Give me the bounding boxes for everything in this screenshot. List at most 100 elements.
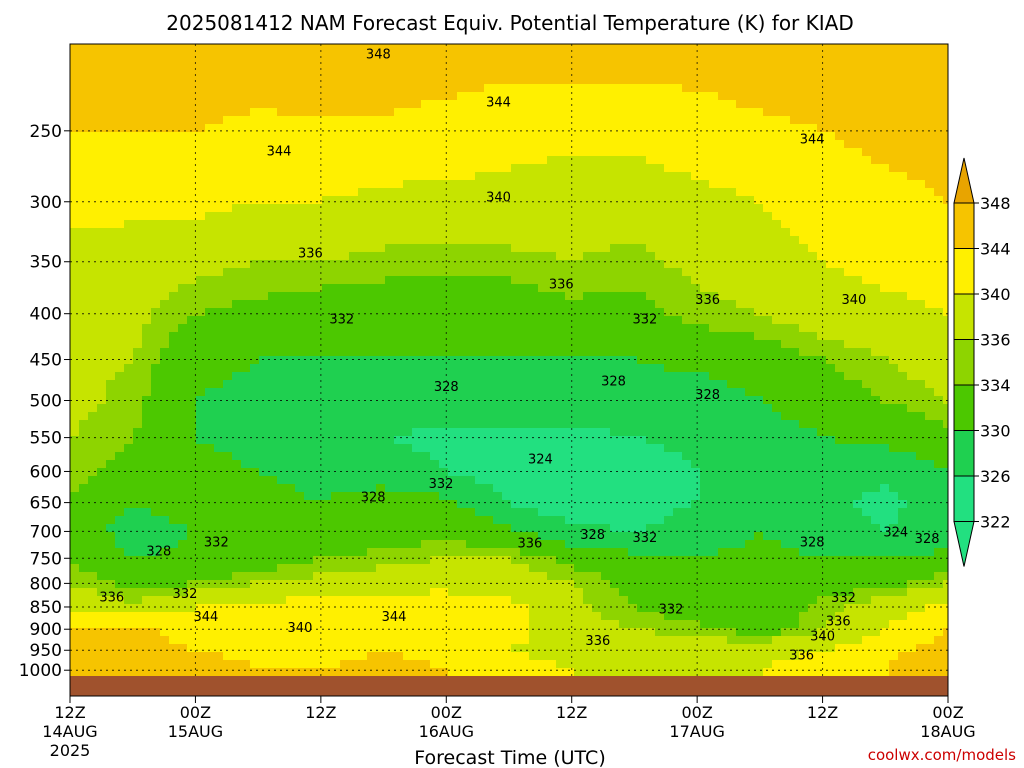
heat-cell: [259, 76, 269, 85]
heat-cell: [592, 124, 602, 133]
heat-cell: [430, 92, 440, 101]
heat-cell: [196, 132, 206, 141]
heat-cell: [457, 308, 467, 317]
heat-cell: [511, 388, 521, 397]
heat-cell: [394, 44, 404, 53]
heat-cell: [196, 260, 206, 269]
heat-cell: [754, 276, 764, 285]
heat-cell: [160, 100, 170, 109]
heat-cell: [268, 108, 278, 117]
heat-cell: [457, 364, 467, 373]
heat-cell: [358, 164, 368, 173]
heat-cell: [142, 124, 152, 133]
heat-cell: [655, 132, 665, 141]
heat-cell: [646, 68, 656, 77]
heat-cell: [259, 388, 269, 397]
heat-cell: [430, 444, 440, 453]
heat-cell: [421, 124, 431, 133]
heat-cell: [268, 364, 278, 373]
heat-cell: [430, 348, 440, 357]
heat-cell: [781, 52, 791, 61]
heat-cell: [448, 420, 458, 429]
heat-cell: [259, 132, 269, 141]
heat-cell: [844, 172, 854, 181]
heat-cell: [196, 116, 206, 125]
heat-cell: [799, 156, 809, 165]
heat-cell: [376, 156, 386, 165]
heat-cell: [763, 444, 773, 453]
heat-cell: [772, 140, 782, 149]
heat-cell: [241, 372, 251, 381]
heat-cell: [403, 356, 413, 365]
heat-cell: [295, 260, 305, 269]
heat-cell: [844, 380, 854, 389]
heat-cell: [664, 372, 674, 381]
heat-cell: [313, 444, 323, 453]
heat-cell: [493, 348, 503, 357]
heat-cell: [124, 44, 134, 53]
heat-cell: [889, 124, 899, 133]
heat-cell: [214, 220, 224, 229]
heat-cell: [133, 244, 143, 253]
heat-cell: [286, 108, 296, 117]
heat-cell: [736, 396, 746, 405]
heat-cell: [889, 172, 899, 181]
heat-cell: [700, 332, 710, 341]
heat-cell: [439, 52, 449, 61]
heat-cell: [718, 228, 728, 237]
heat-cell: [871, 380, 881, 389]
heat-cell: [844, 140, 854, 149]
heat-cell: [205, 148, 215, 157]
heat-cell: [142, 68, 152, 77]
heat-cell: [916, 276, 926, 285]
heat-cell: [268, 220, 278, 229]
heat-cell: [835, 292, 845, 301]
heat-cell: [187, 60, 197, 69]
heat-cell: [286, 372, 296, 381]
heat-cell: [646, 108, 656, 117]
heat-cell: [691, 348, 701, 357]
heat-cell: [583, 316, 593, 325]
heat-cell: [439, 148, 449, 157]
heat-cell: [151, 212, 161, 221]
heat-cell: [403, 308, 413, 317]
heat-cell: [754, 188, 764, 197]
heat-cell: [322, 140, 332, 149]
heat-cell: [268, 148, 278, 157]
heat-cell: [232, 420, 242, 429]
heat-cell: [673, 76, 683, 85]
heat-cell: [421, 332, 431, 341]
heat-cell: [556, 356, 566, 365]
heat-cell: [457, 172, 467, 181]
heat-cell: [583, 188, 593, 197]
heat-cell: [709, 292, 719, 301]
heat-cell: [70, 332, 80, 341]
heat-cell: [223, 44, 233, 53]
heat-cell: [763, 244, 773, 253]
heat-cell: [520, 196, 530, 205]
heat-cell: [412, 340, 422, 349]
heat-cell: [646, 268, 656, 277]
heat-cell: [268, 428, 278, 437]
heat-cell: [772, 52, 782, 61]
heat-cell: [907, 300, 917, 309]
heat-cell: [817, 428, 827, 437]
heat-cell: [115, 148, 125, 157]
heat-cell: [547, 60, 557, 69]
heat-cell: [736, 276, 746, 285]
heat-cell: [934, 420, 944, 429]
heat-cell: [916, 228, 926, 237]
heat-cell: [97, 308, 107, 317]
heat-cell: [844, 84, 854, 93]
heat-cell: [286, 444, 296, 453]
heat-cell: [880, 340, 890, 349]
heat-cell: [673, 196, 683, 205]
heat-cell: [745, 68, 755, 77]
heat-cell: [682, 116, 692, 125]
heat-cell: [763, 388, 773, 397]
heat-cell: [358, 444, 368, 453]
heat-cell: [889, 364, 899, 373]
heat-cell: [448, 44, 458, 53]
heat-cell: [484, 260, 494, 269]
heat-cell: [835, 388, 845, 397]
